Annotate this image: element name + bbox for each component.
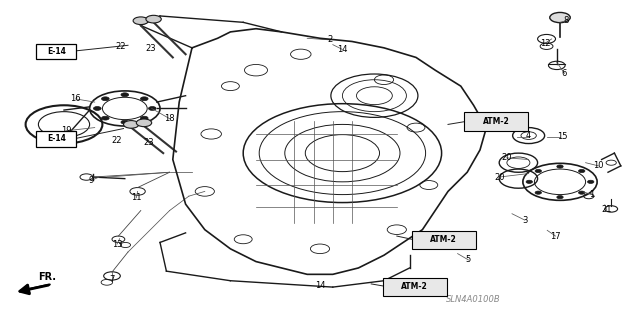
Text: 20: 20 <box>494 173 504 182</box>
Text: 15: 15 <box>557 132 567 141</box>
Circle shape <box>526 180 532 183</box>
Text: 6: 6 <box>562 69 567 78</box>
Circle shape <box>133 17 148 25</box>
Circle shape <box>146 15 161 23</box>
Text: 22: 22 <box>112 136 122 145</box>
Text: FR.: FR. <box>38 272 56 282</box>
Text: 20: 20 <box>502 153 512 162</box>
Text: 19: 19 <box>61 126 71 135</box>
Text: 4: 4 <box>526 131 531 140</box>
Text: 22: 22 <box>115 42 125 51</box>
FancyBboxPatch shape <box>36 131 76 147</box>
FancyBboxPatch shape <box>36 44 76 59</box>
Text: E-14: E-14 <box>47 47 66 56</box>
Text: ATM-2: ATM-2 <box>483 117 509 126</box>
Text: 17: 17 <box>550 232 561 241</box>
Text: 10: 10 <box>593 161 604 170</box>
Circle shape <box>550 12 570 23</box>
Text: 2: 2 <box>327 35 332 44</box>
Text: 18: 18 <box>164 114 175 123</box>
Text: 8: 8 <box>564 16 569 25</box>
Circle shape <box>148 107 156 110</box>
Text: SLN4A0100B: SLN4A0100B <box>446 295 501 304</box>
Text: 14: 14 <box>425 239 435 248</box>
Text: 5: 5 <box>466 256 471 264</box>
Circle shape <box>557 165 563 168</box>
Circle shape <box>535 191 541 194</box>
Circle shape <box>121 93 129 97</box>
Circle shape <box>136 119 152 127</box>
Text: 23: 23 <box>145 44 156 53</box>
Circle shape <box>588 180 594 183</box>
Text: E-14: E-14 <box>47 134 66 143</box>
Circle shape <box>579 169 585 173</box>
Circle shape <box>579 191 585 194</box>
Text: 14: 14 <box>315 281 325 290</box>
FancyBboxPatch shape <box>412 231 476 249</box>
Circle shape <box>121 120 129 124</box>
FancyBboxPatch shape <box>464 112 528 131</box>
Text: ATM-2: ATM-2 <box>430 235 457 244</box>
Circle shape <box>102 116 109 120</box>
Text: 1: 1 <box>589 190 595 199</box>
Circle shape <box>140 116 148 120</box>
FancyBboxPatch shape <box>383 278 447 296</box>
Circle shape <box>535 169 541 173</box>
Text: 11: 11 <box>131 193 141 202</box>
Circle shape <box>140 97 148 101</box>
Text: ATM-2: ATM-2 <box>401 282 428 291</box>
Text: 21: 21 <box>602 205 612 214</box>
Text: 13: 13 <box>112 240 122 249</box>
Text: 3: 3 <box>522 216 527 225</box>
Text: 23: 23 <box>143 138 154 147</box>
Text: 16: 16 <box>70 94 81 103</box>
Circle shape <box>124 121 139 128</box>
Circle shape <box>557 196 563 199</box>
Text: 7: 7 <box>109 275 115 284</box>
Text: 14: 14 <box>337 45 348 54</box>
Circle shape <box>102 97 109 101</box>
Circle shape <box>93 107 101 110</box>
Text: 9: 9 <box>89 176 94 185</box>
Text: 12: 12 <box>540 39 550 48</box>
